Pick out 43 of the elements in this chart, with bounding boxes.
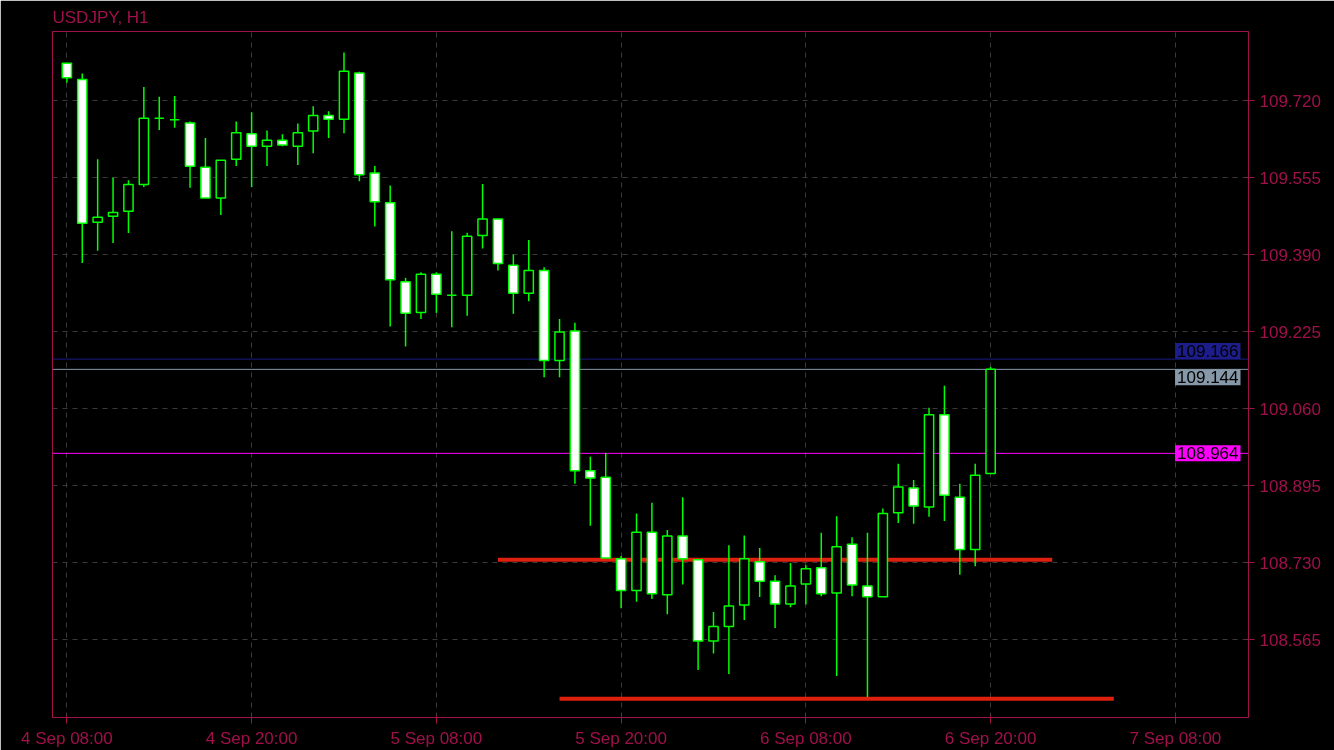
- candlestick: [785, 562, 796, 609]
- candlestick: [169, 95, 181, 129]
- candlestick: [769, 574, 781, 629]
- y-tick-label: 109.060: [1259, 399, 1321, 419]
- x-tick-label: 4 Sep 20:00: [205, 728, 298, 748]
- candlestick: [754, 547, 766, 598]
- candlestick: [584, 455, 596, 527]
- x-tick-label: 5 Sep 20:00: [575, 728, 667, 748]
- x-tick-label: 7 Sep 08:00: [1129, 728, 1222, 748]
- candlestick: [477, 183, 488, 250]
- y-tick-label: 108.895: [1259, 476, 1321, 496]
- ref-line-label: 109.166: [1177, 342, 1239, 362]
- candlestick: [431, 271, 442, 314]
- candlestick: [723, 544, 735, 675]
- candlestick: [800, 564, 812, 606]
- candlestick: [107, 176, 119, 244]
- y-tick-label: 109.225: [1259, 322, 1321, 342]
- candlestick: [908, 479, 920, 525]
- x-tick-label: 4 Sep 08:00: [21, 728, 113, 748]
- x-tick-label: 5 Sep 08:00: [390, 728, 483, 748]
- candlestick: [446, 230, 458, 329]
- x-tick-label: 6 Sep 08:00: [760, 728, 852, 748]
- x-tick-label: 6 Sep 20:00: [944, 728, 1037, 748]
- candlestick: [61, 62, 73, 84]
- chart-title: USDJPY, H1: [52, 7, 149, 27]
- candlestick: [246, 111, 257, 188]
- y-tick-label: 109.390: [1259, 245, 1321, 265]
- candlestick: [307, 105, 319, 155]
- y-tick-label: 108.565: [1259, 630, 1321, 650]
- candlestick: [153, 96, 165, 131]
- candlestick: [677, 496, 689, 586]
- candlestick: [523, 239, 535, 302]
- y-tick-label: 109.720: [1259, 91, 1321, 111]
- candlestick: [292, 122, 304, 166]
- candlestick: [323, 110, 334, 139]
- y-tick-label: 109.555: [1259, 168, 1321, 188]
- candlestick: [708, 611, 719, 655]
- ref-line-label: 109.144: [1177, 368, 1239, 388]
- ref-line-label: 108.964: [1177, 444, 1239, 464]
- y-tick-label: 108.730: [1259, 553, 1321, 573]
- candlestick: [92, 158, 104, 252]
- candlestick: [261, 129, 273, 167]
- candlestick: [862, 531, 873, 698]
